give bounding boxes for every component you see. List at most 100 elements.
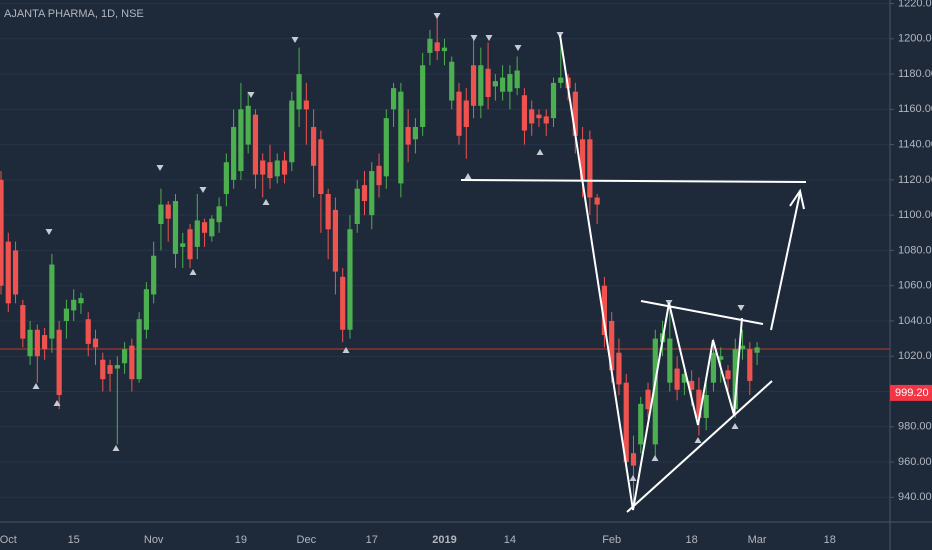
candle-body <box>674 368 680 390</box>
candle-body <box>376 165 382 186</box>
candle-body <box>260 160 266 175</box>
candle-body <box>5 241 11 304</box>
target-arrow <box>770 192 801 331</box>
candle-body <box>56 329 62 396</box>
candle-body <box>405 126 411 145</box>
triangle-top-line <box>640 300 764 325</box>
last-price-box <box>890 384 932 401</box>
candle-body <box>645 389 651 410</box>
x-tick-label: Feb <box>602 534 621 546</box>
x-tick-label: 17 <box>366 534 378 546</box>
candle-body <box>34 329 40 357</box>
candle-body <box>638 403 644 445</box>
pivot-low-marker <box>731 423 739 429</box>
y-tick-label: 1140.00 <box>898 139 932 151</box>
candle-body <box>332 209 339 272</box>
candle-body <box>223 162 229 194</box>
candle-body <box>136 319 142 380</box>
candle-body <box>216 206 222 223</box>
candle-body <box>696 389 702 418</box>
candle-body <box>594 197 600 205</box>
candle-body <box>485 68 491 97</box>
candle-body <box>529 109 535 124</box>
x-tick-label: Oct <box>0 534 17 546</box>
candle-body <box>390 88 397 110</box>
y-tick-label: 1100.00 <box>898 209 932 221</box>
candle-body <box>107 365 113 374</box>
y-tick-label: 1200.00 <box>898 33 932 45</box>
y-tick-label: 1020.00 <box>898 350 932 362</box>
pivot-low-marker <box>53 400 61 406</box>
candle-body <box>630 453 637 466</box>
candle-body <box>281 160 288 175</box>
candle-body <box>623 382 629 463</box>
pivot-low-marker <box>112 445 120 451</box>
candle-body <box>739 345 746 350</box>
candle-body <box>63 308 70 321</box>
candle-body <box>681 373 687 383</box>
y-tick-label: 960.00 <box>898 456 932 468</box>
candle-body <box>412 126 418 140</box>
candle-body <box>398 91 404 184</box>
x-tick-label: 18 <box>686 534 698 546</box>
candle-body <box>601 285 608 336</box>
candle-body <box>347 229 353 330</box>
candle-body <box>580 139 586 180</box>
candle-body <box>383 118 389 177</box>
candle-body <box>151 255 157 295</box>
candle-body <box>710 352 717 383</box>
candle-body <box>667 338 673 383</box>
candle-body <box>587 139 593 198</box>
candle-body <box>245 105 251 145</box>
candle-body <box>303 100 309 110</box>
candle-body <box>361 185 368 202</box>
x-tick-label: Mar <box>748 534 767 546</box>
pivot-low-marker <box>32 383 40 389</box>
candle-body <box>0 179 4 286</box>
candle-body <box>311 126 317 166</box>
pivot-low-marker <box>262 199 270 205</box>
candle-body <box>492 81 498 87</box>
candle-body <box>514 70 520 89</box>
pivot-markers <box>32 13 745 481</box>
x-tick-label: 19 <box>235 534 247 546</box>
x-tick-label: 18 <box>824 534 836 546</box>
x-tick-label: 2019 <box>432 534 456 546</box>
pivot-low-marker <box>536 149 544 155</box>
candle-body <box>180 243 186 247</box>
candle-body <box>121 349 128 364</box>
pivot-low-marker <box>464 173 472 179</box>
x-tick-label: 15 <box>68 534 80 546</box>
candle-body <box>609 320 615 371</box>
candle-body <box>318 139 324 194</box>
candle-body <box>209 218 215 237</box>
candle-body <box>238 109 244 172</box>
candle-body <box>652 338 658 445</box>
pivot-high-marker <box>514 45 522 51</box>
candle-body <box>463 100 469 127</box>
candle-body <box>143 289 149 330</box>
y-tick-label: 980.00 <box>898 421 932 433</box>
pivot-low-marker <box>694 437 702 443</box>
candle-body <box>732 349 738 410</box>
pivot-low-marker <box>189 269 197 275</box>
pivot-high-marker <box>199 187 207 193</box>
candle-body <box>252 114 259 175</box>
candle-body <box>201 222 208 233</box>
candle-body <box>456 91 462 136</box>
candle-body <box>725 370 731 380</box>
candle-body <box>572 91 578 136</box>
pivot-low-marker <box>342 347 350 353</box>
candle-body <box>71 299 77 311</box>
candle-body <box>340 276 346 330</box>
last-price-label: 999.20 <box>895 387 929 399</box>
pivot-low-marker <box>651 455 659 461</box>
pivot-high-marker <box>485 35 493 41</box>
candle-body <box>427 38 433 53</box>
y-tick-label: 1120.00 <box>898 174 932 186</box>
candle-body <box>42 335 48 350</box>
